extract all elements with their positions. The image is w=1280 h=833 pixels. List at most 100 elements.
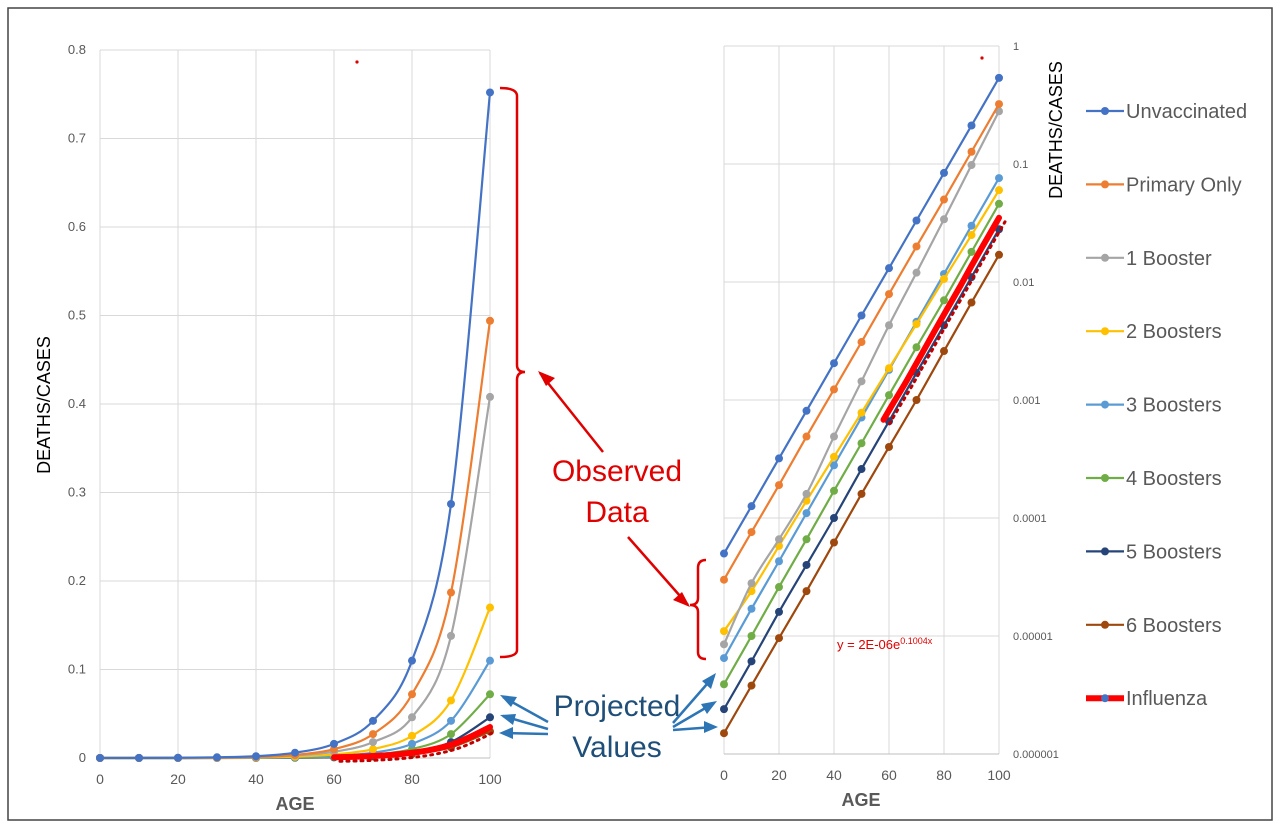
right-data-point-unvaccinated (747, 502, 756, 511)
right-data-point-3-boosters (967, 221, 976, 230)
right-data-point-2-boosters (995, 186, 1003, 195)
right-data-point-1-booster (775, 535, 783, 544)
projected-arrow-4-head (702, 673, 716, 689)
left-data-point-primary-only (486, 316, 494, 325)
legend-swatch-marker (1101, 180, 1109, 189)
right-influenza-trendline (888, 220, 1007, 426)
right-data-point-4-boosters (885, 391, 893, 400)
right-x-tick-label: 0 (720, 767, 728, 783)
right-data-point-2-boosters (967, 231, 976, 240)
right-data-point-6-boosters (912, 396, 921, 404)
left-data-point-1-booster (447, 631, 455, 640)
left-series-line-influenza (331, 724, 493, 761)
left-data-point-3-boosters (447, 716, 455, 725)
right-data-point-1-booster (802, 489, 811, 498)
right-data-point-1-booster (857, 377, 866, 386)
left-data-point-unvaccinated (369, 716, 377, 725)
right-y-tick-label: 0.01 (1013, 277, 1034, 289)
right-data-point-unvaccinated (967, 121, 976, 130)
left-data-point-unvaccinated (174, 753, 182, 762)
legend-label: Primary Only (1126, 174, 1242, 196)
left-x-tick-labels: 0 20 40 60 80 100 (96, 771, 502, 787)
right-data-point-3-boosters (775, 557, 783, 566)
left-data-point-4-boosters (447, 730, 455, 739)
right-data-point-4-boosters (940, 296, 948, 305)
observed-arrow-up (539, 372, 604, 453)
projected-values-annotation: Projected Values (499, 673, 718, 764)
left-data-point-unvaccinated (213, 753, 221, 762)
left-data-point-2-boosters (486, 603, 494, 612)
right-data-point-6-boosters (940, 347, 948, 356)
stray-dot-right (980, 56, 984, 60)
right-data-point-4-boosters (830, 486, 838, 495)
left-data-point-unvaccinated (408, 656, 416, 665)
right-data-point-6-boosters (885, 442, 893, 451)
right-y-tick-label: 1 (1013, 41, 1019, 53)
left-y-tick-label: 0.1 (68, 662, 86, 677)
right-data-point-3-boosters (995, 174, 1003, 183)
legend-label: Influenza (1126, 688, 1208, 710)
right-data-point-6-boosters (747, 681, 756, 690)
right-data-point-unvaccinated (857, 311, 866, 320)
left-y-tick-label: 0.5 (68, 308, 86, 323)
left-chart-grid (99, 49, 491, 759)
left-y-tick-label: 0.3 (68, 485, 86, 500)
right-series-line-influenza (880, 214, 1002, 423)
left-x-tick-label: 40 (248, 771, 264, 787)
legend-label: 1 Booster (1126, 248, 1212, 270)
right-data-point-5-boosters (720, 705, 728, 714)
right-data-point-unvaccinated (885, 264, 893, 273)
right-x-axis-title: AGE (841, 790, 880, 810)
right-data-point-unvaccinated (995, 73, 1003, 82)
right-data-point-4-boosters (775, 583, 783, 592)
left-y-tick-label: 0.7 (68, 131, 86, 146)
right-data-point-6-boosters (995, 250, 1003, 259)
left-y-tick-label: 0.2 (68, 573, 86, 588)
left-y-tick-labels: 0 0.1 0.2 0.3 0.4 0.5 0.6 0.7 0.8 (68, 42, 86, 765)
left-y-axis-title: DEATHS/CASES (34, 336, 54, 474)
observed-bracket-right (689, 558, 707, 661)
right-data-point-2-boosters (830, 452, 838, 461)
left-data-point-1-booster (369, 738, 377, 747)
left-data-point-unvaccinated (96, 753, 104, 762)
right-data-point-primary-only (940, 195, 948, 204)
right-x-tick-label: 40 (826, 767, 842, 783)
observed-label-line1: Observed (552, 455, 682, 488)
legend-label: 3 Boosters (1126, 395, 1222, 417)
left-chart-series (96, 88, 498, 763)
projected-label-line2: Values (572, 731, 662, 764)
left-data-point-1-booster (486, 392, 494, 401)
left-x-tick-label: 0 (96, 771, 104, 787)
right-data-point-2-boosters (857, 408, 866, 417)
right-data-point-1-booster (967, 161, 976, 170)
projected-arrow-3-head (499, 727, 513, 739)
right-data-point-4-boosters (747, 632, 756, 640)
right-data-point-4-boosters (720, 680, 728, 689)
right-data-point-unvaccinated (720, 549, 728, 558)
right-y-tick-labels: 0.000001 0.00001 0.0001 0.001 0.01 0.1 1 (1013, 41, 1059, 761)
left-x-tick-label: 60 (326, 771, 342, 787)
right-y-axis-title: DEATHS/CASES (1046, 61, 1066, 199)
right-data-point-1-booster (747, 579, 756, 588)
left-x-tick-label: 20 (170, 771, 186, 787)
legend-swatch-marker (1101, 107, 1109, 115)
trendline-equation: y = 2E-06e0.1004x (837, 636, 933, 652)
left-data-point-2-boosters (447, 696, 455, 705)
right-data-point-primary-only (830, 385, 838, 394)
projected-arrow-6-head (704, 721, 718, 733)
right-data-point-1-booster (885, 321, 893, 330)
right-data-point-2-boosters (940, 275, 948, 284)
observed-arrow-up-head (538, 371, 555, 386)
right-y-tick-label: 0.1 (1013, 159, 1028, 171)
legend-swatch-marker (1101, 253, 1109, 262)
right-data-point-3-boosters (802, 509, 811, 518)
right-data-point-1-booster (940, 215, 948, 224)
left-data-point-3-boosters (486, 656, 494, 665)
right-data-point-1-booster (720, 640, 728, 649)
legend-swatch-marker (1101, 474, 1109, 482)
left-data-point-primary-only (447, 588, 455, 597)
projected-arrow-2-head (500, 714, 516, 725)
right-y-tick-label: 0.000001 (1013, 749, 1059, 761)
right-x-tick-label: 100 (987, 767, 1011, 783)
